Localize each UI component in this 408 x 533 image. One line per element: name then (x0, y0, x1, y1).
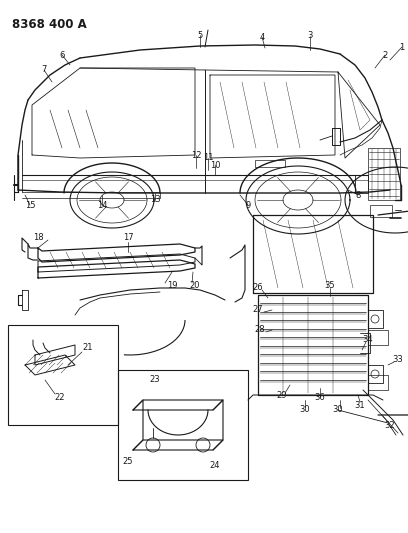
Text: 2: 2 (382, 51, 388, 60)
Text: 30: 30 (333, 406, 343, 415)
Text: 33: 33 (392, 356, 404, 365)
Text: 13: 13 (150, 196, 160, 205)
Text: 24: 24 (210, 461, 220, 470)
Text: 18: 18 (33, 233, 43, 243)
Text: 19: 19 (167, 280, 177, 289)
Text: 25: 25 (123, 457, 133, 466)
Text: 9: 9 (245, 200, 251, 209)
Text: 8368 400 A: 8368 400 A (12, 18, 87, 31)
Text: 12: 12 (191, 150, 201, 159)
Text: 34: 34 (363, 335, 373, 344)
Bar (8, 325, 118, 425)
Text: 36: 36 (315, 393, 325, 402)
Text: 4: 4 (259, 33, 265, 42)
Text: 17: 17 (123, 233, 133, 243)
Text: 28: 28 (255, 326, 265, 335)
Text: 6: 6 (59, 51, 65, 60)
Text: 35: 35 (325, 280, 335, 289)
Text: 14: 14 (97, 200, 107, 209)
Bar (355, 175, 368, 193)
Text: 11: 11 (203, 154, 213, 163)
Text: 27: 27 (253, 305, 263, 314)
Text: 31: 31 (355, 400, 365, 409)
Text: 20: 20 (190, 280, 200, 289)
Text: 10: 10 (210, 160, 220, 169)
Text: 8: 8 (355, 190, 361, 199)
Text: 26: 26 (253, 282, 263, 292)
Bar (370, 205, 392, 217)
Text: 5: 5 (197, 30, 203, 39)
Bar (255, 160, 285, 167)
Text: 15: 15 (25, 200, 35, 209)
Text: 3: 3 (307, 31, 313, 41)
Text: 1: 1 (399, 43, 405, 52)
Text: 7: 7 (41, 66, 47, 75)
Text: 21: 21 (83, 343, 93, 352)
Text: 23: 23 (150, 376, 160, 384)
Text: 22: 22 (55, 393, 65, 402)
Text: 29: 29 (277, 391, 287, 400)
Text: 30: 30 (300, 406, 310, 415)
Bar (118, 370, 248, 480)
Bar (368, 148, 400, 200)
Text: 32: 32 (385, 421, 395, 430)
